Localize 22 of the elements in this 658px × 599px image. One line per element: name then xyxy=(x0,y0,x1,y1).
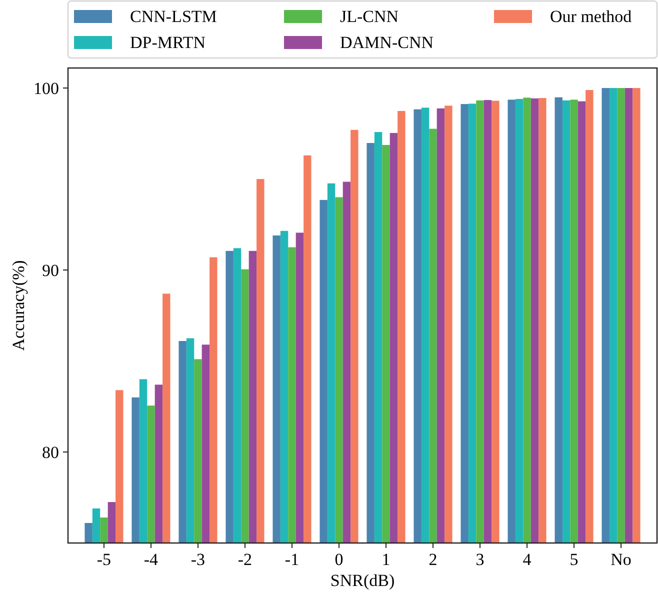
x-tick-label: 4 xyxy=(522,550,532,569)
legend-label: CNN-LSTM xyxy=(130,6,217,26)
legend-label: Our method xyxy=(550,6,632,26)
x-tick-label: -1 xyxy=(284,550,300,569)
y-tick-label: 100 xyxy=(34,78,59,98)
x-tick-label: 0 xyxy=(334,550,344,569)
x-tick-label: -3 xyxy=(190,550,206,569)
x-tick-label: 3 xyxy=(476,550,484,569)
legend-label: DAMN-CNN xyxy=(340,32,434,52)
x-axis-title: SNR(dB) xyxy=(330,571,395,590)
x-tick-label: 5 xyxy=(570,550,578,569)
legend-label: JL-CNN xyxy=(340,6,399,26)
y-tick-label: 90 xyxy=(42,260,59,280)
x-tick-label: -4 xyxy=(144,550,159,569)
x-tick-label: No xyxy=(610,550,632,569)
legend-label: DP-MRTN xyxy=(130,32,206,52)
x-tick-label: -2 xyxy=(238,550,252,569)
y-tick-label: 80 xyxy=(42,442,59,462)
x-tick-label: 1 xyxy=(382,550,390,569)
x-tick-label: 2 xyxy=(428,550,438,569)
x-tick-label: -5 xyxy=(96,550,112,569)
y-axis-title: Accuracy(%) xyxy=(9,260,28,351)
